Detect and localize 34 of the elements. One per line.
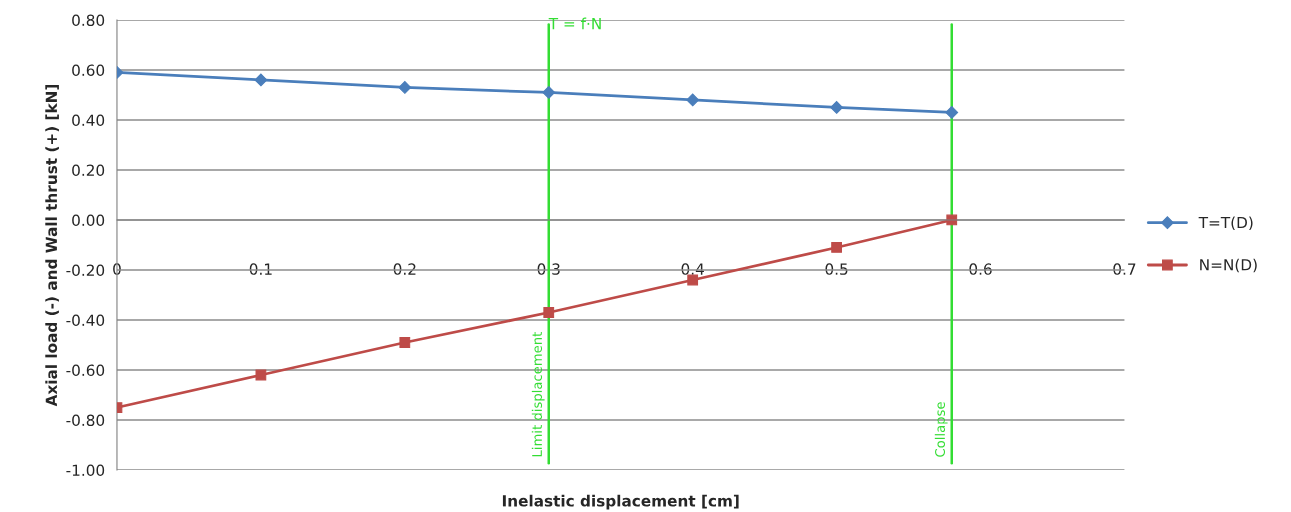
point <box>543 307 555 318</box>
y-tick-label: -0.80 <box>66 414 105 427</box>
y-tick-label: -0.20 <box>66 264 105 277</box>
legend-label: N=N(D) <box>1200 258 1257 273</box>
y-tick-label: 0.80 <box>72 14 105 26</box>
x-tick-label: 0.6 <box>969 263 992 275</box>
legend-label: T=T(D) <box>1198 216 1253 231</box>
x-tick-label: 0.5 <box>825 263 848 275</box>
point <box>831 242 842 253</box>
point <box>399 337 411 348</box>
y-axis-title: Axial load (-) and Wall thrust (+) [kN] <box>45 84 59 407</box>
x-axis-title: Inelastic displacement [cm] <box>502 494 739 510</box>
x-tick-label: 0.1 <box>249 263 272 275</box>
x-tick-label: 0.4 <box>681 263 704 275</box>
y-tick-label: -1.00 <box>66 464 105 477</box>
y-tick-label: 0.40 <box>72 114 105 126</box>
point <box>542 86 556 99</box>
y-tick-label: 0.20 <box>72 164 105 177</box>
y-tick-label: 0.60 <box>72 64 105 76</box>
point <box>254 73 268 87</box>
point <box>830 101 844 114</box>
point <box>398 81 412 94</box>
point <box>687 274 699 286</box>
annotation: T = f·N <box>548 17 601 30</box>
point <box>945 106 959 119</box>
y-tick-label: 0.00 <box>72 214 105 227</box>
y-tick-label: -0.60 <box>66 364 105 377</box>
ref-line-label: Limit displacement <box>531 332 545 457</box>
point <box>686 93 700 107</box>
x-tick-label: 0.2 <box>393 263 416 275</box>
x-tick-label: 0 <box>113 263 121 275</box>
ref-line-label: Collapse <box>934 402 948 457</box>
x-tick-label: 0.7 <box>1113 263 1136 275</box>
y-tick-label: -0.40 <box>66 314 105 327</box>
